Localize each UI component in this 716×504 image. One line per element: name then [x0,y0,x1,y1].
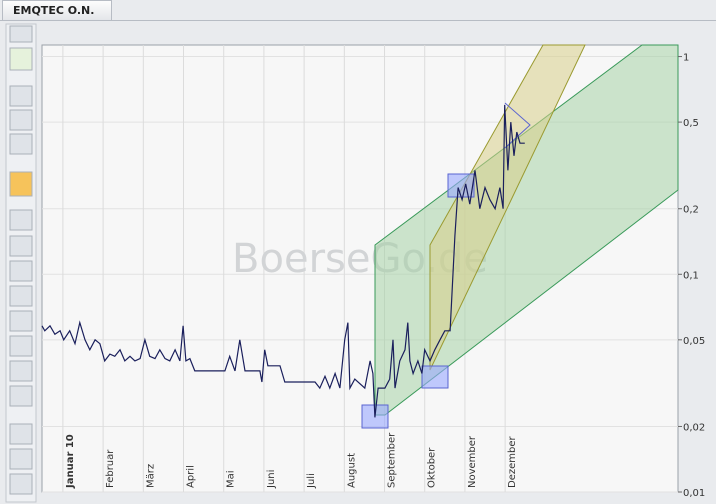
tool-button[interactable] [9,360,33,382]
tool-button[interactable] [9,473,33,495]
x-tick-label: Juli [306,473,317,489]
tool-button[interactable] [9,209,33,231]
toolbar-buttons [9,25,33,495]
tool-button[interactable] [9,260,33,282]
y-tick-label: 1 [683,53,689,64]
y-tick-label: 0,5 [683,118,699,129]
tool-button[interactable] [9,310,33,332]
x-tick-label: Oktober [427,447,438,488]
x-tick-label: November [467,435,478,488]
tool-button[interactable] [9,47,33,71]
chart: BoerseGo.de 0,010,020,050,10,20,51Januar… [5,23,705,503]
tool-button[interactable] [9,335,33,357]
y-tick-label: 0,05 [683,336,705,347]
x-tick-label: Mai [226,470,237,488]
y-tick-label: 0,2 [683,205,699,216]
chart-tab[interactable]: EMQTEC O.N. [2,0,112,20]
marker-box [421,365,449,389]
tool-button[interactable] [9,285,33,307]
x-tick-label: März [145,464,156,488]
y-tick-label: 0,01 [683,488,705,499]
x-tick-label: September [387,432,398,488]
tool-button[interactable] [9,171,33,197]
tool-button[interactable] [9,25,33,43]
y-tick-label: 0,02 [683,422,705,433]
tool-button[interactable] [9,235,33,257]
triangle-drawing [504,102,531,149]
tab-bar [0,20,716,21]
x-tick-label: Januar 10 [65,434,76,489]
tool-button[interactable] [9,109,33,131]
tool-button[interactable] [9,423,33,445]
y-tick-label: 0,1 [683,270,699,281]
tool-button[interactable] [9,133,33,155]
tool-button[interactable] [9,385,33,407]
x-tick-label: August [346,453,357,488]
marker-box [447,173,475,198]
x-tick-label: Februar [105,449,116,488]
tool-button[interactable] [9,448,33,470]
x-tick-label: April [186,465,197,488]
x-tick-label: Dezember [507,436,518,488]
x-tick-label: Juni [266,470,277,489]
price-line [41,104,525,418]
marks [41,104,525,418]
tool-button[interactable] [9,85,33,107]
